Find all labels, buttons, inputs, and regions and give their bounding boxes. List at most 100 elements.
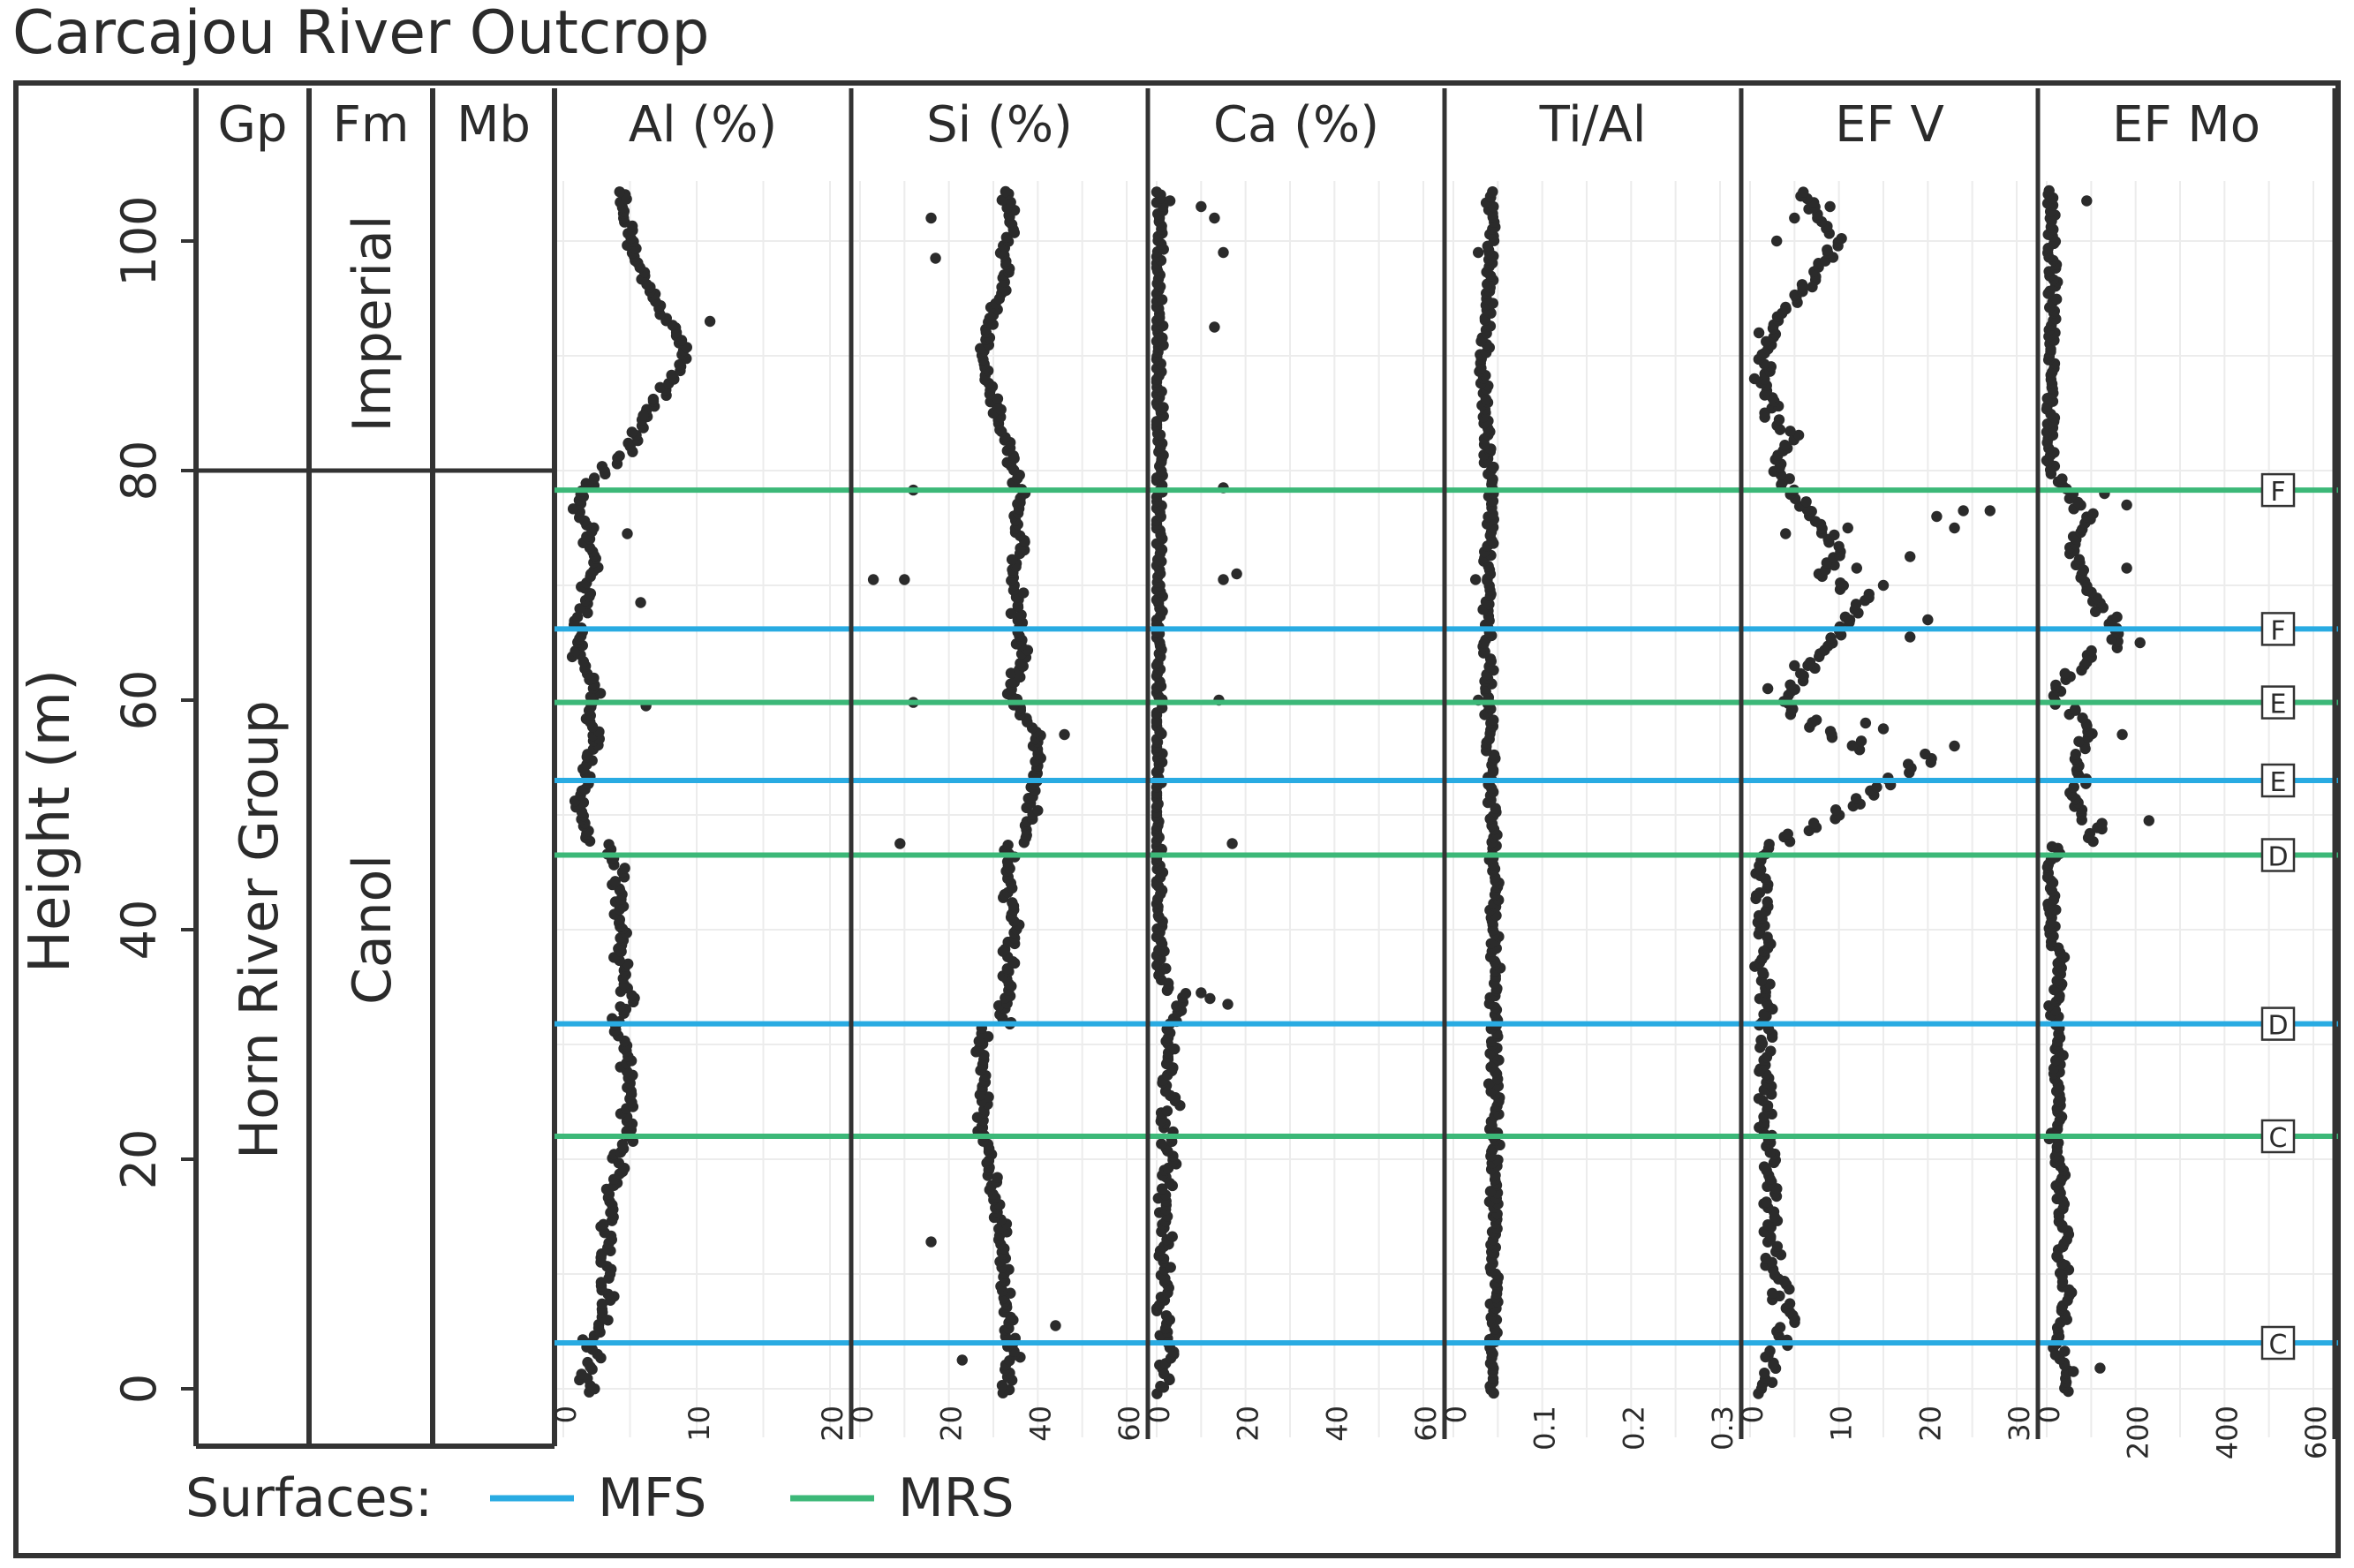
data-point: [1784, 679, 1796, 690]
data-point: [1877, 723, 1890, 735]
data-point: [1759, 1367, 1770, 1379]
data-point: [1761, 1196, 1772, 1208]
data-point: [1773, 414, 1785, 426]
data-point: [2134, 637, 2146, 649]
data-point: [2143, 815, 2154, 826]
data-point: [1767, 1287, 1778, 1299]
data-point: [614, 186, 625, 198]
data-point: [2073, 554, 2086, 565]
surface-label-box: [2260, 612, 2296, 646]
data-point: [1753, 327, 1765, 339]
data-point: [1905, 551, 1916, 562]
data-point: [2073, 735, 2085, 747]
data-point: [1958, 505, 1969, 516]
x-tick-label: 20: [1232, 1406, 1265, 1442]
data-point: [1762, 682, 1774, 695]
data-point: [2068, 781, 2079, 793]
data-point: [2081, 195, 2093, 207]
data-point: [1050, 1320, 1061, 1331]
data-point: [1833, 540, 1845, 553]
panel-title: Al (%): [629, 96, 778, 154]
data-point: [1758, 1161, 1770, 1172]
data-point: [616, 1139, 629, 1150]
data-point: [1850, 599, 1862, 610]
data-point: [1842, 522, 1853, 534]
data-point: [704, 315, 716, 328]
data-point: [2111, 611, 2123, 623]
panel-points: [1151, 186, 1242, 1399]
data-point: [588, 472, 600, 484]
surface-label: C: [2269, 1330, 2288, 1361]
data-point: [2056, 473, 2068, 485]
data-point: [956, 1354, 968, 1366]
x-tick-label: 0.2: [1617, 1406, 1650, 1451]
figure-frame: [13, 80, 2341, 1558]
y-tick-label: 20: [111, 1129, 167, 1190]
data-point: [2072, 496, 2084, 509]
data-point: [1763, 838, 1775, 850]
panel-title: Ca (%): [1213, 96, 1379, 154]
x-tick-label: 30: [2003, 1406, 2036, 1442]
data-point: [1780, 528, 1792, 539]
data-point: [1762, 931, 1773, 943]
x-tick-label: 0: [846, 1406, 879, 1423]
data-point: [571, 611, 584, 623]
data-point: [1836, 232, 1847, 245]
data-point: [894, 838, 906, 849]
data-point: [622, 437, 634, 449]
y-tick-label: 80: [111, 441, 167, 501]
data-point: [619, 863, 630, 874]
data-point: [615, 1001, 626, 1013]
data-point: [1835, 577, 1846, 589]
data-point: [1758, 1008, 1769, 1021]
panel-title: Ti/Al: [1539, 96, 1647, 154]
data-point: [1807, 281, 1818, 293]
data-point: [654, 381, 666, 393]
data-point: [1764, 1345, 1776, 1357]
data-point: [576, 1368, 587, 1380]
stratigraphic-columns: Gp Fm Mb Horn River Group Imperial Canol: [193, 88, 557, 1449]
data-point: [2043, 185, 2055, 197]
data-point: [1151, 186, 1163, 198]
data-point: [2096, 818, 2108, 829]
data-point: [1800, 496, 1812, 508]
data-point: [1472, 246, 1484, 259]
data-point: [580, 478, 592, 489]
y-tick-label: 60: [111, 670, 167, 731]
data-point: [1905, 631, 1916, 643]
data-point: [1753, 1093, 1765, 1104]
data-point: [975, 343, 986, 354]
x-tick-label: 20: [1913, 1406, 1947, 1442]
panel-title: EF Mo: [2112, 96, 2260, 154]
data-point: [582, 1356, 593, 1368]
data-point: [1158, 402, 1169, 413]
data-point: [1161, 1105, 1173, 1117]
data-point: [1949, 740, 1960, 752]
data-point: [1798, 186, 1809, 198]
y-tick-label: 40: [111, 900, 167, 961]
formation-label: Imperial: [342, 215, 404, 433]
data-point: [1796, 279, 1808, 290]
data-point: [1005, 196, 1016, 208]
data-point: [1748, 373, 1761, 385]
data-point: [1807, 818, 1820, 829]
data-point: [1487, 185, 1498, 198]
x-tick-label: 0: [1736, 1406, 1769, 1423]
data-point: [1226, 838, 1238, 849]
data-point: [596, 461, 608, 472]
data-point: [1469, 574, 1482, 585]
surface-label-box: [2260, 1119, 2296, 1154]
data-point: [992, 1172, 1003, 1183]
panel-points: [867, 185, 1070, 1398]
surface-label-box: [2260, 1006, 2296, 1041]
data-point: [574, 603, 585, 614]
data-point: [930, 253, 941, 264]
data-point: [1222, 999, 1234, 1010]
panel-points: [1469, 185, 1506, 1399]
data-point: [2084, 827, 2096, 840]
x-tick-label: 600: [2299, 1406, 2333, 1459]
data-point: [899, 574, 910, 585]
data-point: [1774, 1322, 1786, 1333]
surface-label-box: [2260, 763, 2296, 798]
data-point: [1760, 1252, 1771, 1264]
